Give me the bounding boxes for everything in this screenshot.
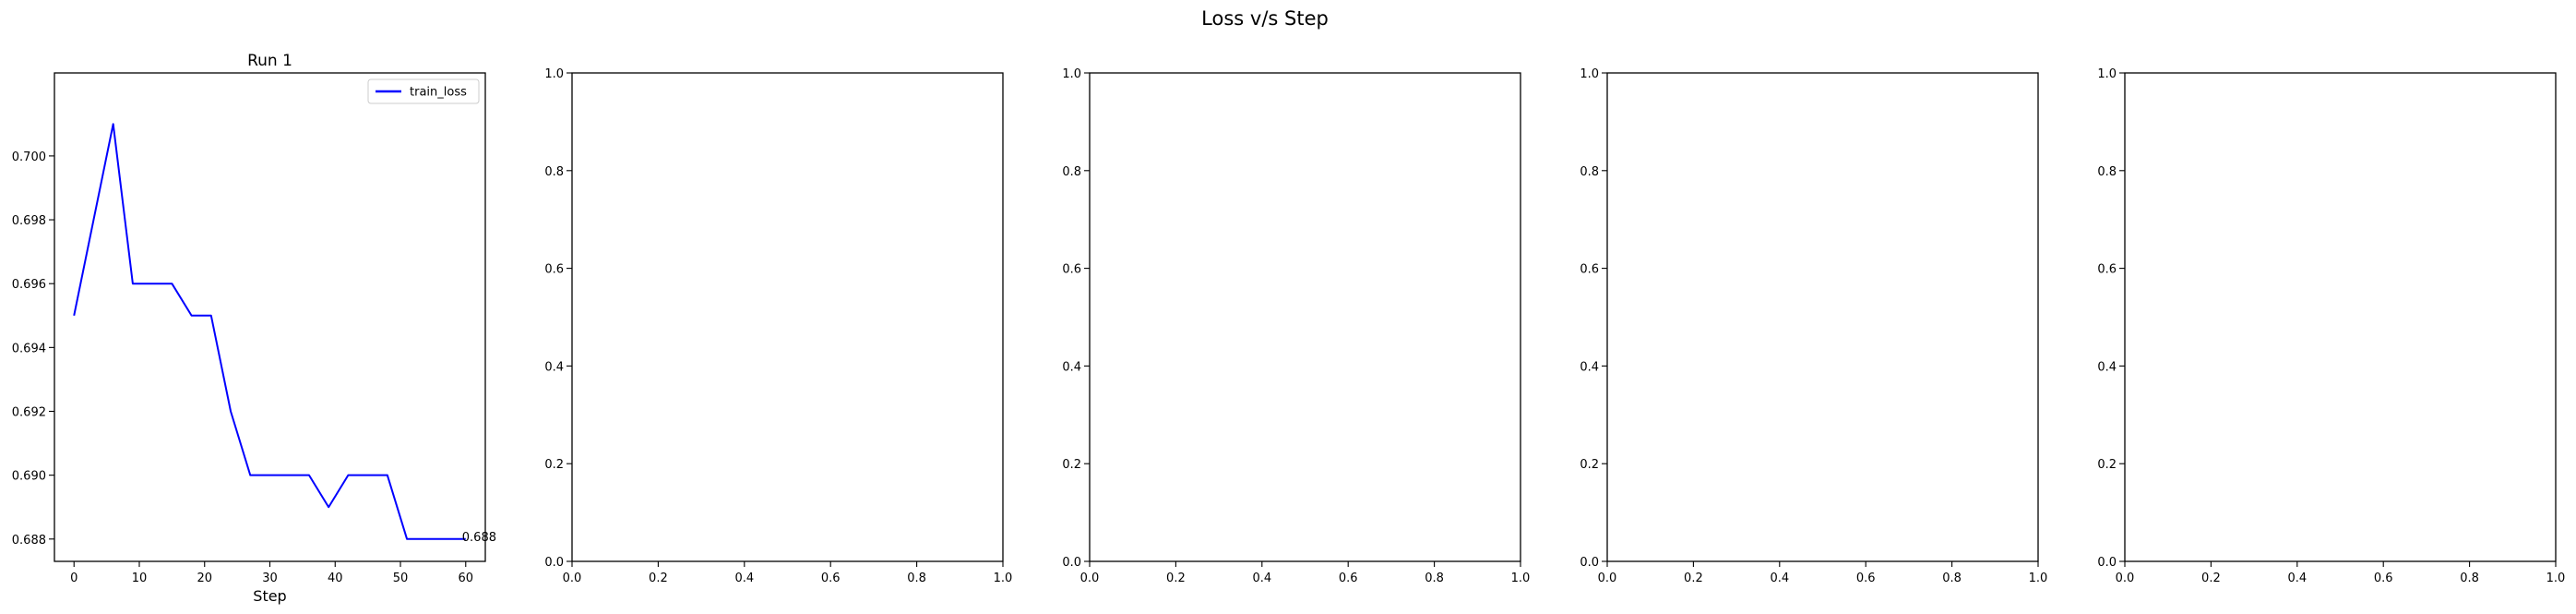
- x-tick-label: 30: [262, 572, 278, 585]
- y-tick-label: 0.4: [544, 360, 564, 374]
- x-tick-label: 0.0: [1598, 572, 1617, 585]
- y-tick-label: 0.6: [1580, 263, 1599, 277]
- x-tick-label: 0.2: [2201, 572, 2221, 585]
- y-tick-label: 1.0: [1580, 67, 1599, 81]
- y-tick-label: 0.694: [12, 342, 46, 355]
- axes-frame: [1606, 72, 2039, 562]
- subplots: 0.688 0 10 20 30 40 50 60 0.688 0.690 0.692 0.694 0.…: [12, 52, 2566, 605]
- y-tick-label: 0.8: [2097, 165, 2117, 179]
- x-tick-label: 1.0: [2029, 572, 2048, 585]
- x-tick-label: 0.2: [1684, 572, 1703, 585]
- x-tick-label: 60: [458, 572, 473, 585]
- subplot-1: 0.688 0 10 20 30 40 50 60 0.688 0.690 0.692 0.694 0.…: [12, 52, 496, 605]
- y-tick-label: 1.0: [2097, 67, 2117, 81]
- y-tick-label: 0.0: [1580, 556, 1599, 570]
- subplot-4: 0.0 0.2 0.4 0.6 0.8 1.0 0.0 0.2 0.4 0.6 0.8 1.0: [1580, 67, 2047, 585]
- x-tick-label: 1.0: [2546, 572, 2566, 585]
- axes-frame: [1089, 72, 1521, 562]
- y-tick-label: 1.0: [544, 67, 564, 81]
- subplot-title: Run 1: [247, 52, 292, 70]
- x-tick-label: 1.0: [1511, 572, 1531, 585]
- x-tick-label: 0.8: [2460, 572, 2479, 585]
- legend-entry-label: train_loss: [410, 86, 467, 100]
- y-tick-label: 0.6: [544, 263, 564, 277]
- y-tick-label: 0.6: [2097, 263, 2117, 277]
- y-tick-label: 0.2: [1580, 458, 1599, 472]
- subplot-3: 0.0 0.2 0.4 0.6 0.8 1.0 0.0 0.2 0.4 0.6 0.8 1.0: [1062, 67, 1530, 585]
- x-tick-label: 0.8: [1425, 572, 1444, 585]
- x-tick-label: 0.4: [2287, 572, 2307, 585]
- y-tick-label: 0.2: [544, 458, 564, 472]
- x-tick-label: 0.4: [1770, 572, 1789, 585]
- y-tick-label: 0.696: [12, 278, 46, 292]
- x-tick-label: 0.8: [907, 572, 926, 585]
- x-axis-label: Step: [253, 587, 286, 605]
- x-tick-label: 0.8: [1942, 572, 1962, 585]
- figure-suptitle: Loss v/s Step: [1201, 7, 1329, 30]
- x-tick-label: 50: [393, 572, 409, 585]
- y-tick-label: 0.698: [12, 214, 46, 228]
- legend-box: [367, 78, 480, 104]
- y-tick-label: 0.2: [1062, 458, 1081, 472]
- y-tick-label: 0.0: [2097, 556, 2117, 570]
- y-tick-label: 0.4: [2097, 360, 2117, 374]
- subplot-5: 0.0 0.2 0.4 0.6 0.8 1.0 0.0 0.2 0.4 0.6 0.8 1.0: [2097, 67, 2565, 585]
- x-tick-label: 20: [197, 572, 212, 585]
- y-tick-label: 0.2: [2097, 458, 2117, 472]
- y-tick-label: 0.688: [12, 534, 46, 548]
- series-line-train-loss: [73, 123, 466, 540]
- x-tick-label: 0.0: [1080, 572, 1100, 585]
- y-tick-label: 1.0: [1062, 67, 1081, 81]
- x-tick-label: 10: [132, 572, 148, 585]
- x-tick-label: 40: [328, 572, 343, 585]
- y-tick-label: 0.690: [12, 470, 46, 484]
- x-tick-label: 0.2: [1166, 572, 1186, 585]
- y-tick-label: 0.6: [1062, 263, 1081, 277]
- legend: train_loss: [367, 78, 480, 104]
- y-tick-label: 0.0: [544, 556, 564, 570]
- data-label: 0.688: [462, 531, 496, 545]
- x-tick-label: 1.0: [994, 572, 1013, 585]
- y-tick-label: 0.8: [544, 165, 564, 179]
- x-tick-label: 0.6: [821, 572, 841, 585]
- y-tick-label: 0.4: [1580, 360, 1599, 374]
- subplot-2: 0.0 0.2 0.4 0.6 0.8 1.0 0.0 0.2 0.4 0.6 0.8 1.0: [544, 67, 1012, 585]
- y-tick-label: 0.4: [1062, 360, 1081, 374]
- x-tick-label: 0.6: [2374, 572, 2393, 585]
- x-tick-label: 0.4: [1252, 572, 1271, 585]
- y-tick-label: 0.8: [1580, 165, 1599, 179]
- x-tick-label: 0.4: [734, 572, 754, 585]
- x-tick-label: 0.0: [563, 572, 582, 585]
- y-tick-label: 0.8: [1062, 165, 1081, 179]
- x-tick-label: 0.2: [649, 572, 668, 585]
- axes-frame: [2124, 72, 2557, 562]
- x-tick-label: 0: [70, 572, 78, 585]
- x-tick-label: 0.6: [1339, 572, 1358, 585]
- x-tick-label: 0.0: [2116, 572, 2135, 585]
- y-tick-label: 0.0: [1062, 556, 1081, 570]
- y-tick-label: 0.700: [12, 150, 46, 164]
- y-tick-label: 0.692: [12, 405, 46, 419]
- axes-frame: [571, 72, 1004, 562]
- x-tick-label: 0.6: [1856, 572, 1876, 585]
